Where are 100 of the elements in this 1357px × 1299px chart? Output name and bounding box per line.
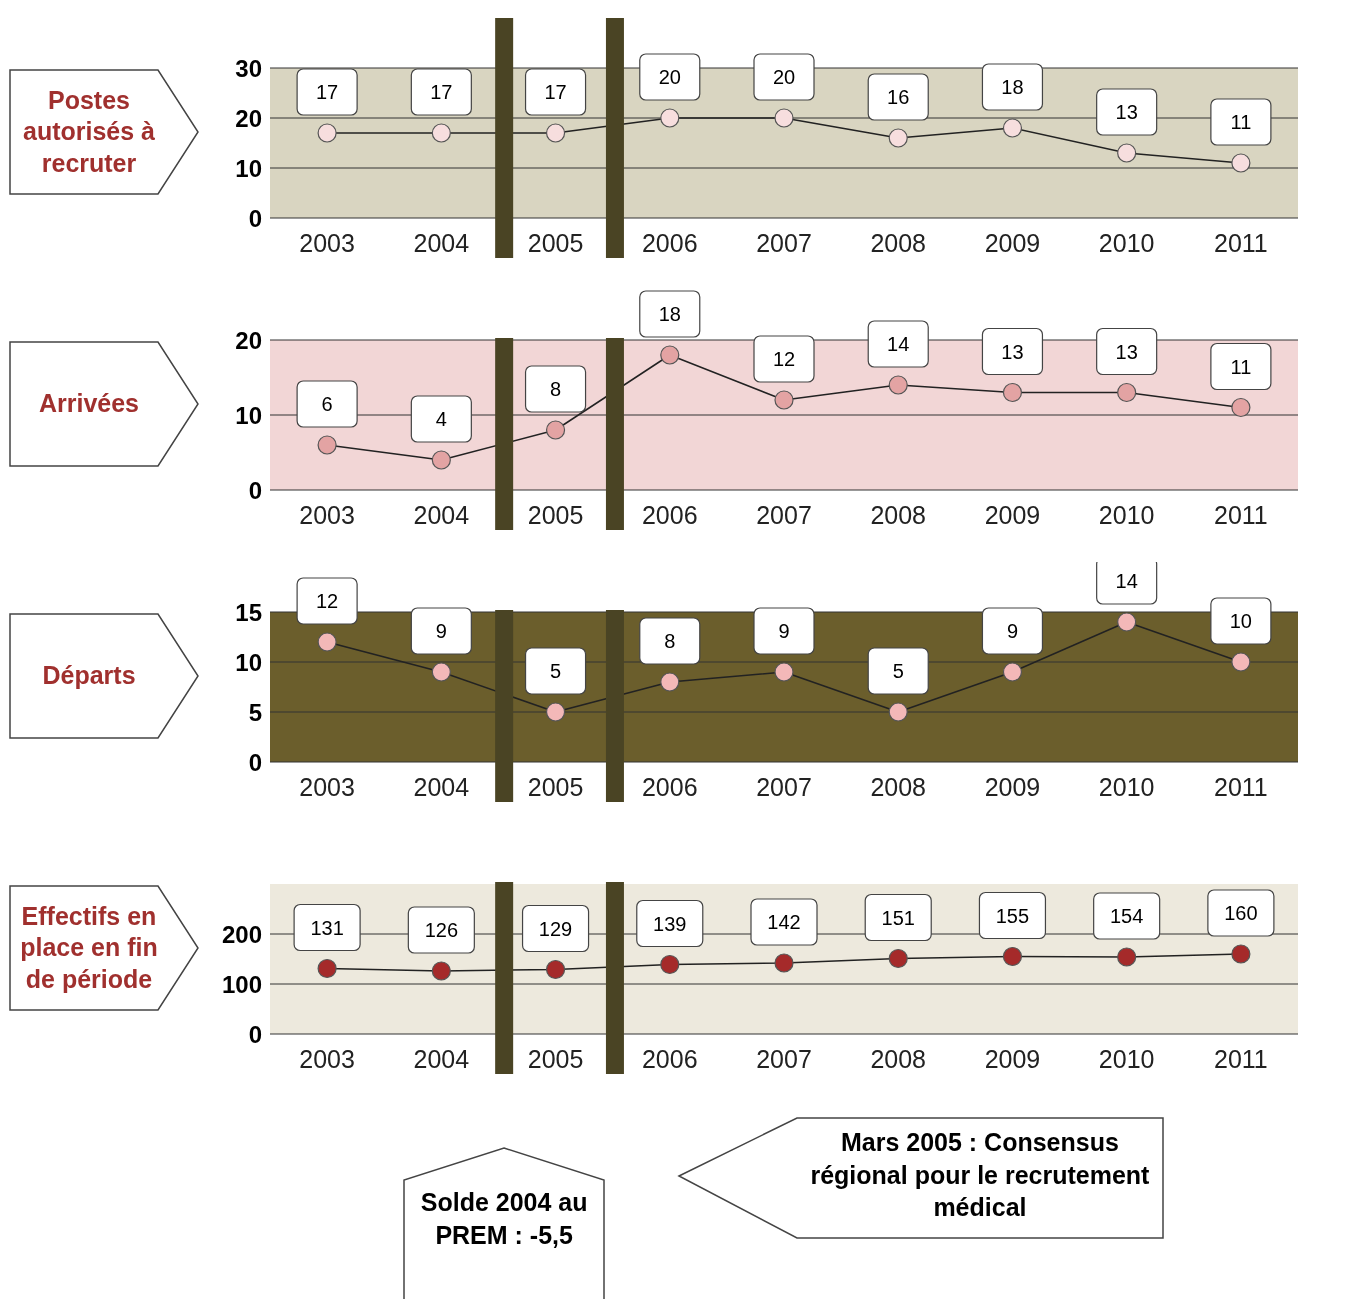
data-label: 9 [778, 620, 790, 642]
x-tick-label: 2004 [413, 500, 470, 529]
x-tick-label: 2008 [870, 500, 927, 529]
data-label: 11 [1230, 111, 1252, 133]
x-tick-label: 2004 [413, 772, 470, 801]
data-label: 139 [653, 912, 687, 935]
data-label: 131 [310, 916, 344, 939]
point [1002, 382, 1023, 403]
x-tick-label: 2004 [413, 1044, 470, 1073]
point [774, 953, 794, 973]
data-label: 11 [1230, 355, 1252, 378]
text: Mars 2005 : Consensus régional pour le recrutement médical [809, 1127, 1151, 1223]
point [317, 958, 337, 979]
x-tick-label: 2006 [641, 1044, 698, 1073]
point [431, 662, 451, 682]
point [1231, 652, 1251, 672]
y-axis-title: Départs [41, 660, 137, 692]
point [888, 702, 908, 722]
x-tick-label: 2006 [641, 772, 698, 801]
x-tick-label: 2009 [984, 228, 1041, 257]
x-tick-label: 2003 [299, 1044, 355, 1073]
data-label: 160 [1224, 902, 1258, 924]
x-tick-label: 2010 [1098, 1044, 1155, 1073]
y-axis-title: Arrivées [37, 388, 141, 420]
data-label: 18 [658, 303, 681, 325]
x-tick-label: 2008 [870, 1044, 927, 1073]
point [888, 375, 908, 395]
x-tick-label: 2011 [1214, 772, 1268, 801]
point [317, 632, 337, 652]
y-tick-label: 0 [248, 1020, 262, 1048]
point [431, 123, 451, 143]
point [774, 662, 794, 682]
y-tick-label: 0 [248, 204, 262, 232]
x-tick-label: 2011 [1214, 1044, 1268, 1073]
x-tick-label: 2005 [527, 228, 584, 257]
data-label: 18 [1001, 76, 1024, 98]
point [545, 959, 566, 980]
x-tick-label: 2006 [641, 500, 698, 529]
y-tick-label: 200 [221, 920, 262, 948]
point [660, 345, 680, 365]
x-tick-label: 2005 [527, 772, 584, 801]
data-label: 12 [772, 348, 796, 370]
point [545, 123, 566, 143]
point [660, 672, 680, 692]
point [1231, 944, 1251, 964]
x-tick-label: 2011 [1214, 228, 1268, 257]
data-label: 14 [887, 333, 910, 355]
y-tick-label: 15 [235, 598, 262, 626]
x-tick-label: 2006 [641, 228, 698, 257]
x-tick-label: 2009 [984, 1044, 1041, 1073]
data-label: 13 [1115, 340, 1138, 363]
y-axis-title: Postes autorisés à recruter [22, 85, 156, 179]
x-tick-label: 2008 [870, 228, 927, 257]
point [317, 435, 337, 455]
data-label: 9 [435, 620, 447, 642]
data-label: 9 [1006, 620, 1019, 642]
data-label: 17 [544, 81, 567, 103]
point [660, 108, 680, 128]
point [431, 450, 451, 470]
y-tick-label: 0 [248, 476, 262, 504]
point [1117, 382, 1137, 403]
data-label: 16 [887, 86, 910, 108]
y-axis-title: Effectifs en place en fin de période [19, 901, 159, 995]
y-tick-label: 20 [235, 104, 262, 132]
x-tick-label: 2009 [984, 500, 1041, 529]
point [545, 420, 566, 440]
point [888, 948, 908, 969]
y-tick-label: 10 [235, 648, 262, 676]
x-tick-label: 2008 [870, 772, 927, 801]
x-tick-label: 2005 [527, 500, 584, 529]
y-tick-label: 20 [235, 326, 262, 354]
data-label: 17 [430, 81, 453, 103]
data-label: 126 [424, 919, 459, 941]
point [1117, 143, 1137, 163]
point [1231, 397, 1251, 418]
x-tick-label: 2009 [984, 772, 1041, 801]
y-tick-label: 5 [248, 698, 262, 726]
point [774, 390, 794, 410]
x-tick-label: 2010 [1098, 500, 1155, 529]
point [1231, 153, 1251, 173]
x-tick-label: 2007 [756, 228, 812, 257]
x-tick-label: 2007 [756, 772, 812, 801]
point [545, 702, 566, 722]
x-tick-label: 2005 [527, 1044, 584, 1073]
data-label: 13 [1001, 340, 1024, 363]
data-label: 5 [892, 660, 904, 682]
point [1117, 947, 1137, 967]
data-label: 129 [538, 917, 573, 940]
data-label: 4 [435, 408, 447, 430]
data-label: 20 [658, 66, 681, 88]
x-tick-label: 2003 [299, 772, 355, 801]
x-tick-label: 2004 [413, 228, 470, 257]
data-label: 6 [321, 393, 333, 415]
text: Solde 2004 au PREM : -5,5 [419, 1187, 589, 1251]
y-tick-label: 100 [221, 970, 262, 998]
data-label: 10 [1229, 610, 1253, 632]
data-label: 12 [315, 590, 339, 612]
point [1117, 612, 1137, 632]
point [1002, 946, 1023, 967]
point [431, 961, 451, 981]
